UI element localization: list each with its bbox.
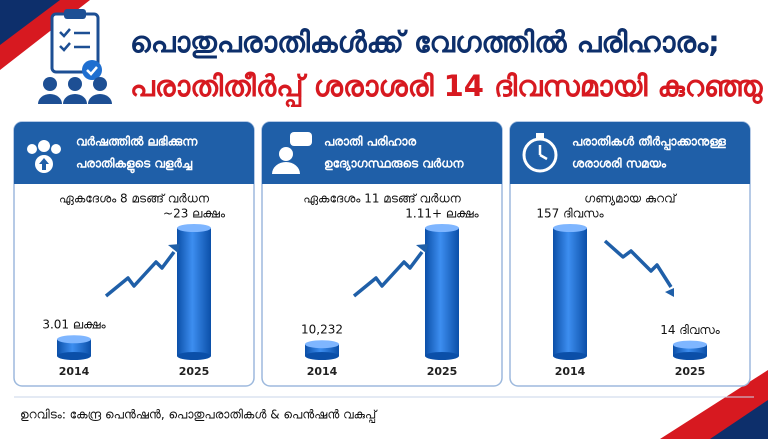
panel-title: ശരാശരി സമയം (572, 157, 667, 171)
bar-cap (553, 224, 587, 232)
icon (536, 133, 544, 138)
trend-arrow (603, 239, 673, 288)
bar-cap (57, 335, 91, 344)
icon (290, 132, 312, 146)
panel: പരാതി പരിഹാര ഉദ്യോഗസ്ഥരുടെ വർധന ഏകദേശം 11 … (261, 121, 503, 387)
corner-decoration (0, 0, 60, 45)
x-tick-label: 2014 (307, 365, 338, 378)
x-tick-label: 2014 (59, 365, 90, 378)
bar-base (553, 352, 587, 360)
bar-cap (673, 340, 707, 349)
panel-header (14, 122, 254, 184)
source: ഉറവിടം: കേന്ദ്ര പെൻഷൻ, പൊതുപരാതികൾ & പെൻ… (20, 408, 378, 423)
icon (538, 145, 548, 161)
icon (51, 144, 61, 154)
panel-subtitle: ഗണ്യമായ കുറവ് (584, 192, 677, 206)
title: പരാതിതീർപ്പ് ശരാശരി 14 ദിവസമായി കുറഞ്ഞു (130, 69, 764, 107)
icon (39, 158, 49, 170)
icon (522, 137, 558, 173)
corner-decoration (710, 400, 768, 439)
trend-arrow (352, 250, 424, 298)
value-label: 157 ദിവസം (536, 207, 604, 221)
bar-base (177, 352, 211, 360)
panel-title: പരാതികൾ തീർപ്പാക്കാനുള്ള (572, 135, 726, 151)
value-label: 1.11+ ലക്ഷം (405, 207, 479, 221)
header-icon (38, 9, 112, 104)
bar (673, 344, 707, 356)
panel-header (510, 122, 750, 184)
icon (38, 140, 50, 152)
bar (57, 339, 91, 356)
panel-title: ഉദ്യോഗസ്ഥരുടെ വർധന (324, 157, 464, 172)
bar (553, 228, 587, 356)
panel-header (262, 122, 502, 184)
trend-arrow (104, 250, 176, 298)
bar-base (57, 352, 91, 360)
value-label: ~23 ലക്ഷം (163, 207, 226, 221)
bar-base (425, 352, 459, 360)
x-tick-label: 2025 (179, 365, 210, 378)
icon (27, 144, 37, 154)
bar-cap (425, 224, 459, 232)
trend-arrowhead (665, 288, 674, 297)
bar-base (673, 352, 707, 360)
bar-cap (177, 224, 211, 232)
value-label: 14 ദിവസം (660, 323, 721, 337)
panel-title: വർഷത്തിൽ ലഭിക്കുന്ന (76, 135, 198, 149)
bar-cap (305, 340, 339, 349)
x-tick-label: 2014 (555, 365, 586, 378)
value-label: 10,232 (301, 323, 343, 337)
panel-title: പരാതികളുടെ വളർച്ച (76, 157, 193, 175)
trend-arrowhead (416, 244, 428, 253)
panel-subtitle: ഏകദേശം 8 മടങ്ങ് വർധന (59, 192, 210, 206)
bar (425, 228, 459, 356)
bar (177, 228, 211, 356)
panel: പരാതികൾ തീർപ്പാക്കാനുള്ള ശരാശരി സമയം ഗണ്യമ… (509, 121, 751, 387)
panel-subtitle: ഏകദേശം 11 മടങ്ങ് വർധന (303, 192, 461, 206)
bar (305, 344, 339, 356)
bar-base (305, 352, 339, 360)
icon (279, 147, 293, 161)
icon (272, 162, 300, 174)
value-label: 3.01 ലക്ഷം (42, 318, 106, 332)
panel-title: പരാതി പരിഹാര (324, 135, 416, 149)
title: പൊതുപരാതികൾക്ക് വേഗത്തിൽ പരിഹാരം; (130, 25, 720, 59)
x-tick-label: 2025 (427, 365, 458, 378)
x-tick-label: 2025 (675, 365, 706, 378)
panel: വർഷത്തിൽ ലഭിക്കുന്ന പരാതികളുടെ വളർച്ച ഏകദേ… (13, 121, 255, 387)
trend-arrowhead (168, 244, 180, 253)
